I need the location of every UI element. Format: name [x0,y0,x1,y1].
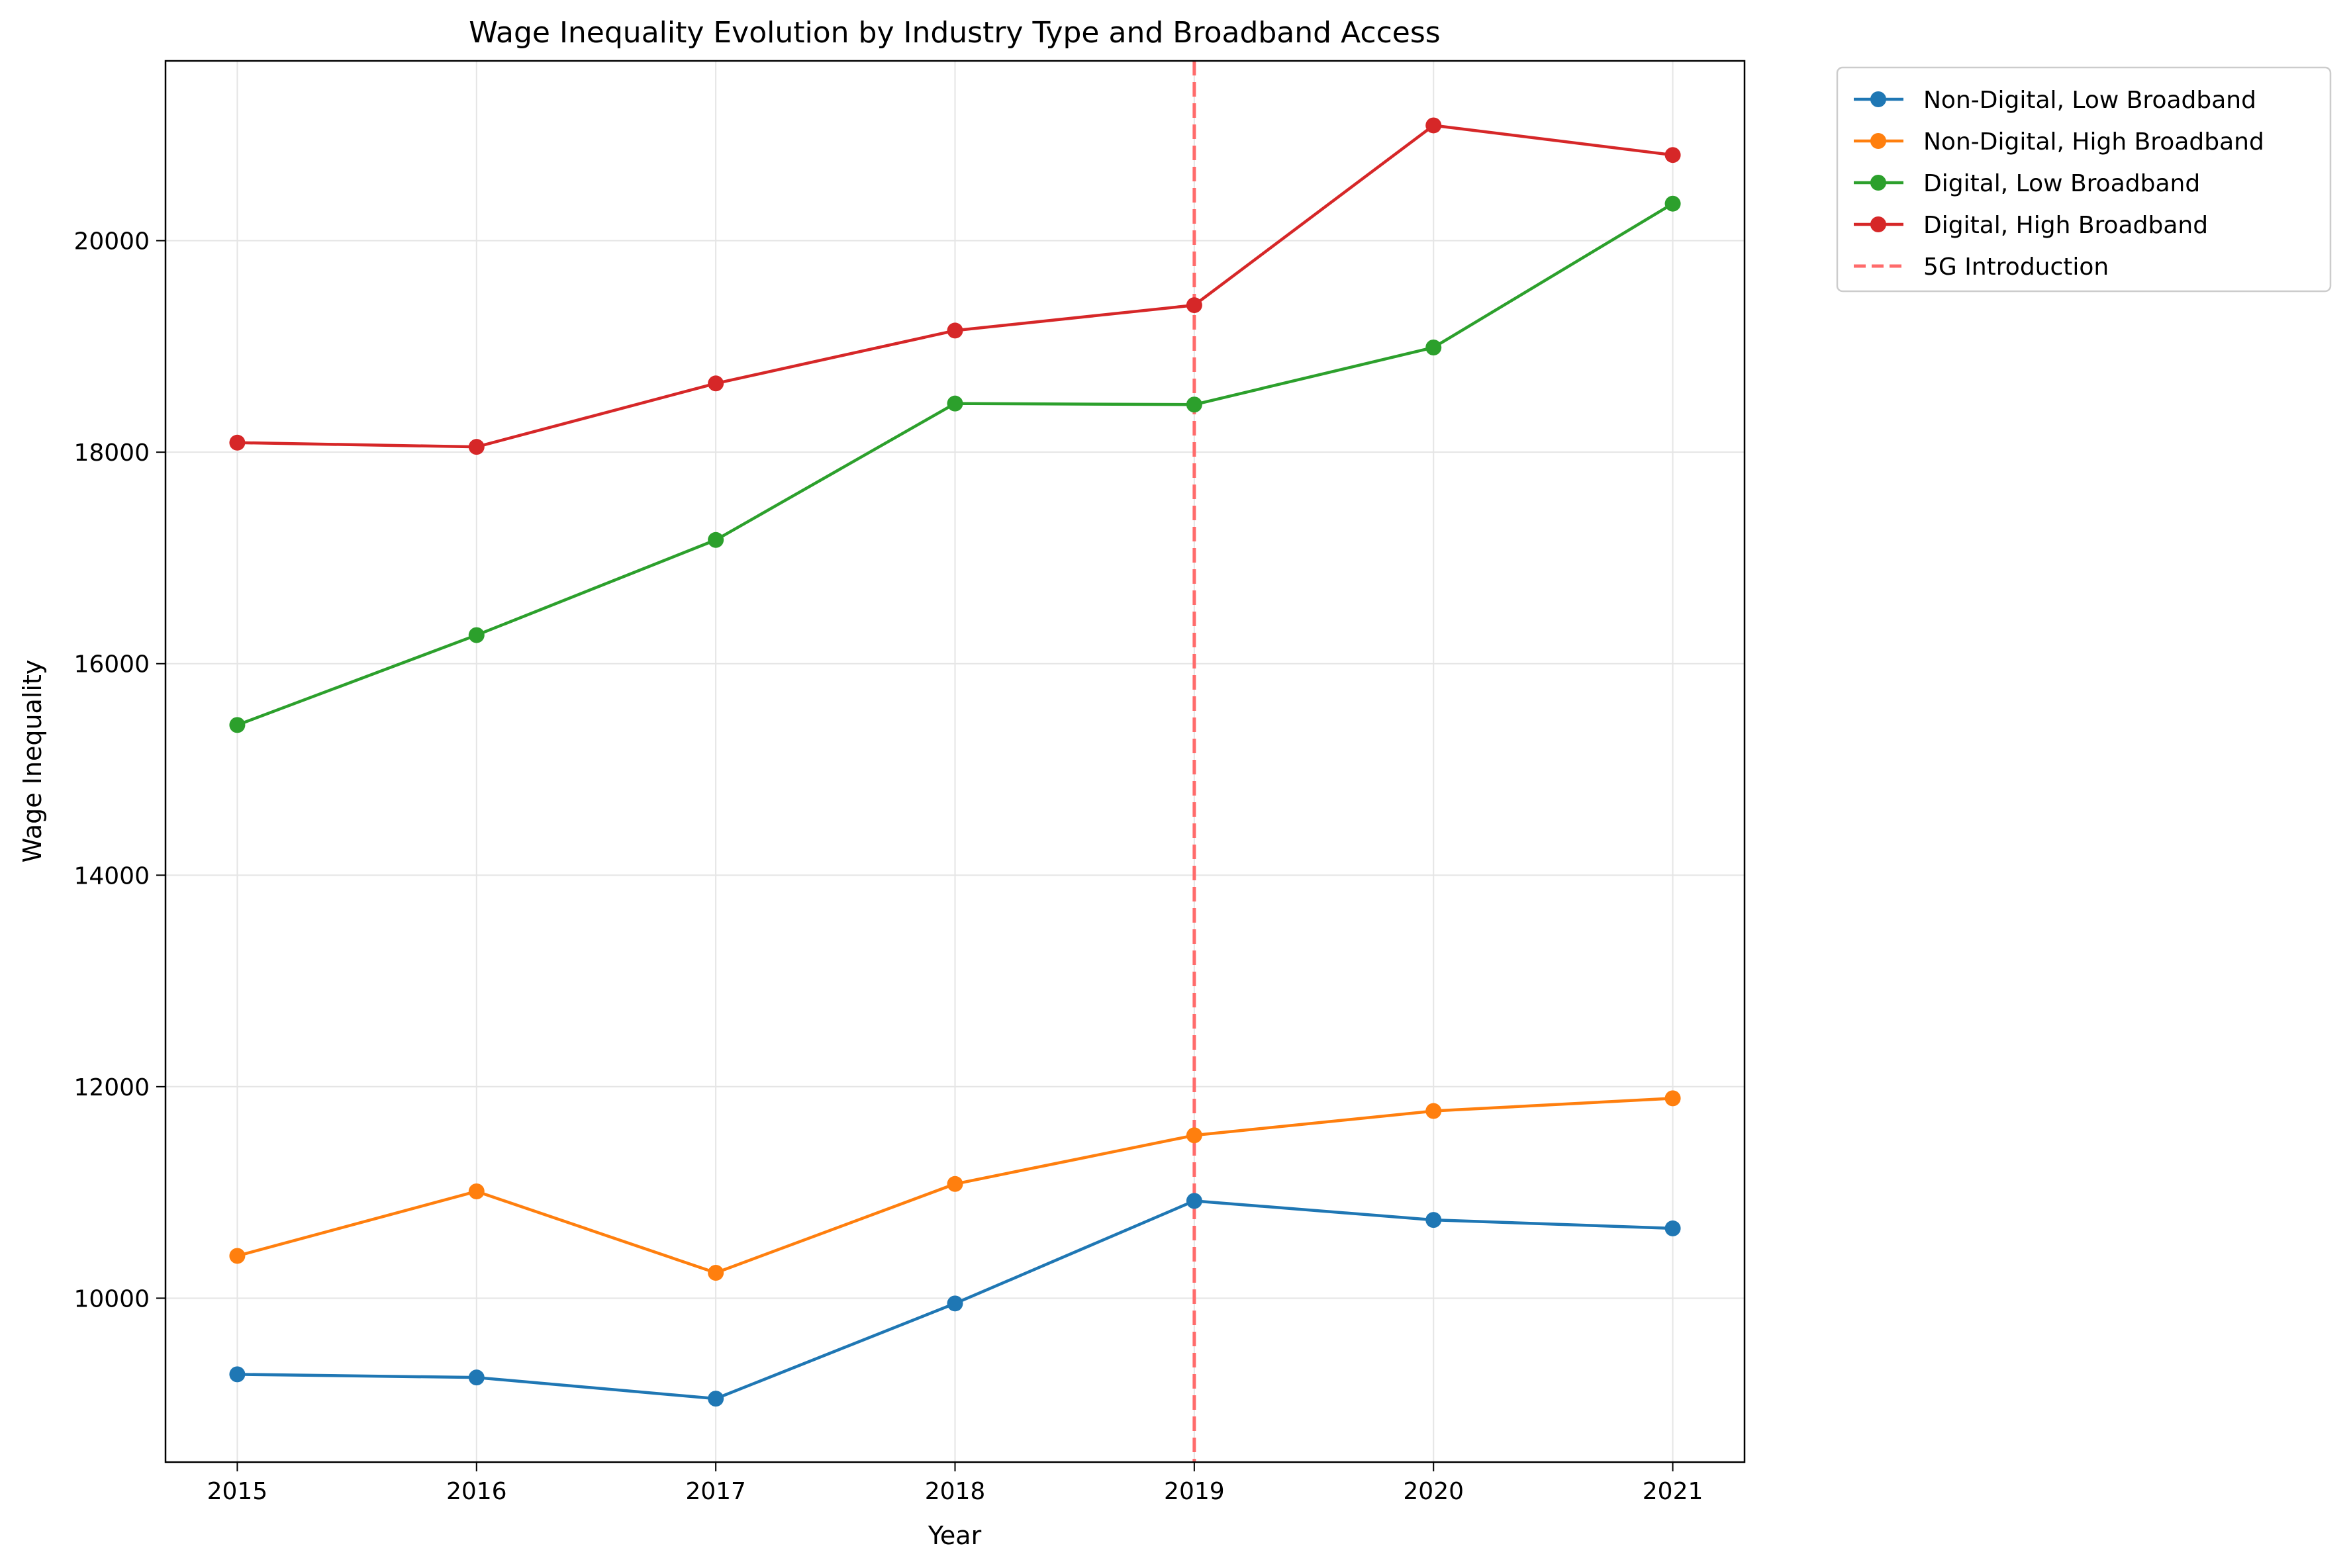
legend-label: Digital, High Broadband [1923,212,2208,239]
legend-swatch-marker [1870,175,1886,191]
data-point [468,1183,485,1199]
legend-item: Digital, High Broadband [1854,212,2208,239]
x-tick-label: 2019 [1164,1478,1225,1505]
data-point [1186,1193,1202,1209]
legend-swatch-marker [1870,216,1886,232]
data-point [1425,339,1442,355]
data-point [1186,297,1202,314]
data-point [229,434,246,451]
y-tick-label: 14000 [73,862,150,890]
data-point [947,1295,963,1312]
data-point [947,1176,963,1192]
data-point [1425,1212,1442,1228]
x-tick-label: 2015 [207,1478,268,1505]
legend-item: 5G Introduction [1854,254,2109,281]
legend-swatch-marker [1870,133,1886,149]
series-3 [229,195,1681,733]
data-point [708,1265,724,1281]
data-point [1664,1090,1681,1107]
data-point [947,395,963,412]
y-tick-label: 12000 [73,1074,150,1101]
x-axis-label: Year [928,1521,982,1550]
data-point [468,439,485,455]
data-point [1425,117,1442,134]
legend-item: Digital, Low Broadband [1854,170,2200,197]
y-tick-label: 10000 [73,1285,150,1313]
data-point [708,531,724,548]
plot-area: 2015 2016 2017 2018 2019 2020 2021 10000120001… [73,60,1746,1505]
data-point [229,1366,246,1383]
y-tick-label: 18000 [73,439,150,467]
legend-item: Non-Digital, Low Broadband [1854,87,2256,114]
legend-label: Digital, Low Broadband [1923,170,2200,197]
data-point [1186,396,1202,413]
x-tick-label: 2017 [685,1478,746,1505]
data-point [708,375,724,392]
series-1 [229,1193,1681,1407]
data-point [708,1391,724,1407]
legend-label: Non-Digital, High Broadband [1923,128,2264,156]
grid [166,61,1745,1462]
data-point [229,717,246,733]
data-point [468,627,485,643]
x-tick-label: 2018 [925,1478,986,1505]
chart-title: Wage Inequality Evolution by Industry Ty… [469,16,1440,50]
data-point [229,1248,246,1264]
x-tick-label: 2021 [1643,1478,1703,1505]
data-point [468,1369,485,1386]
y-tick-label: 16000 [73,651,150,678]
series-layer [229,117,1681,1407]
legend-swatch-marker [1870,91,1886,107]
x-tick-label: 2020 [1403,1478,1464,1505]
legend-label: 5G Introduction [1923,254,2109,281]
legend-item: Non-Digital, High Broadband [1854,128,2264,156]
y-tick-label: 20000 [73,228,150,255]
y-axis-ticks: 10000 12000 14000 16000 18000 20000 [73,228,166,1313]
legend-label: Non-Digital, Low Broadband [1923,87,2256,114]
series-2 [229,1090,1681,1281]
legend-frame [1836,66,2332,293]
y-axis-label: Wage Inequality [18,660,47,863]
legend: Non-Digital, Low Broadband Non-Digital, H… [1836,66,2332,293]
data-point [1186,1127,1202,1144]
data-point [1664,1220,1681,1236]
series-4 [229,117,1681,455]
data-point [1664,147,1681,163]
data-point [947,322,963,339]
data-point [1425,1103,1442,1119]
x-tick-label: 2016 [446,1478,507,1505]
data-point [1664,195,1681,212]
x-axis-ticks: 2015 2016 2017 2018 2019 2020 2021 [207,1462,1703,1505]
